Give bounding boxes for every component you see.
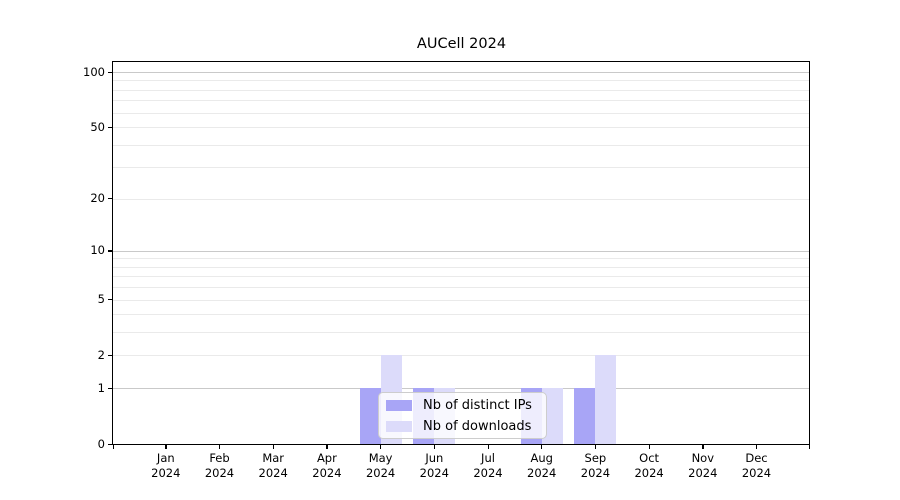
x-tick-label: Aug 2024 xyxy=(527,451,557,480)
x-tick xyxy=(648,445,650,449)
x-tick xyxy=(326,445,328,449)
y-tick-label: 2 xyxy=(97,347,105,362)
x-tick-label: Jan 2024 xyxy=(151,451,181,480)
y-tick xyxy=(108,250,112,252)
minor-gridline xyxy=(113,287,810,289)
minor-gridline xyxy=(113,100,810,102)
y-tick-label: 10 xyxy=(90,243,105,258)
x-tick xyxy=(272,445,274,449)
minor-gridline xyxy=(113,167,810,169)
minor-gridline xyxy=(113,258,810,260)
x-tick xyxy=(541,445,543,449)
minor-gridline xyxy=(113,80,810,82)
y-tick xyxy=(108,443,112,445)
x-tick-label: Feb 2024 xyxy=(204,451,235,480)
minor-gridline xyxy=(113,332,810,334)
legend-item-distinct-ips: Nb of distinct IPs xyxy=(386,398,546,413)
minor-gridline xyxy=(113,314,810,316)
x-edge-tick xyxy=(809,445,811,449)
legend-swatch-distinct-ips xyxy=(386,399,412,411)
x-tick xyxy=(433,445,436,449)
x-tick-label: Jul 2024 xyxy=(473,451,503,480)
bar-sep-distinct-ips xyxy=(574,388,596,445)
major-gridline xyxy=(113,250,810,252)
y-tick xyxy=(108,198,112,200)
minor-gridline xyxy=(113,112,810,114)
legend-swatch-downloads xyxy=(386,420,412,432)
legend: Nb of distinct IPs Nb of downloads xyxy=(378,392,547,439)
y-tick-label: 0 xyxy=(97,436,105,451)
y-tick-label: 50 xyxy=(90,119,105,134)
minor-gridline xyxy=(113,144,810,146)
minor-gridline xyxy=(113,355,810,357)
y-tick xyxy=(108,299,112,301)
y-tick xyxy=(108,71,112,73)
minor-gridline xyxy=(113,276,810,278)
x-tick-label: Mar 2024 xyxy=(258,451,288,480)
x-tick xyxy=(487,445,489,449)
y-tick xyxy=(108,126,112,128)
legend-label-distinct-ips: Nb of distinct IPs xyxy=(423,397,532,413)
x-tick-label: Oct 2024 xyxy=(634,451,664,480)
y-tick-label: 1 xyxy=(97,380,105,395)
legend-item-downloads: Nb of downloads xyxy=(386,419,546,434)
x-tick-label: Sep 2024 xyxy=(580,451,611,480)
bar-may-distinct-ips xyxy=(359,388,381,445)
minor-gridline xyxy=(113,198,810,200)
x-tick-label: Apr 2024 xyxy=(312,451,342,480)
minor-gridline xyxy=(113,127,810,129)
x-tick xyxy=(594,445,597,449)
y-tick-label: 5 xyxy=(97,292,105,307)
x-tick xyxy=(702,445,704,449)
x-tick xyxy=(380,445,382,449)
y-tick-label: 100 xyxy=(83,64,105,79)
y-tick xyxy=(108,387,112,389)
chart-title: AUCell 2024 xyxy=(416,36,507,52)
minor-gridline xyxy=(113,89,810,91)
major-gridline xyxy=(113,388,810,390)
bar-sep-downloads xyxy=(595,355,617,445)
x-tick-label: Nov 2024 xyxy=(688,451,718,480)
x-tick-label: Dec 2024 xyxy=(741,451,772,480)
y-tick-label: 20 xyxy=(90,191,105,206)
plot-area xyxy=(113,62,810,445)
x-tick-label: May 2024 xyxy=(365,451,396,480)
x-tick-label: Jun 2024 xyxy=(419,451,449,480)
minor-gridline xyxy=(113,266,810,268)
legend-label-downloads: Nb of downloads xyxy=(423,418,532,434)
x-tick xyxy=(165,445,167,449)
y-tick xyxy=(108,354,112,357)
major-gridline xyxy=(113,72,810,73)
x-edge-tick xyxy=(113,445,115,449)
x-tick xyxy=(756,445,758,449)
minor-gridline xyxy=(113,299,810,301)
x-tick xyxy=(219,445,221,449)
